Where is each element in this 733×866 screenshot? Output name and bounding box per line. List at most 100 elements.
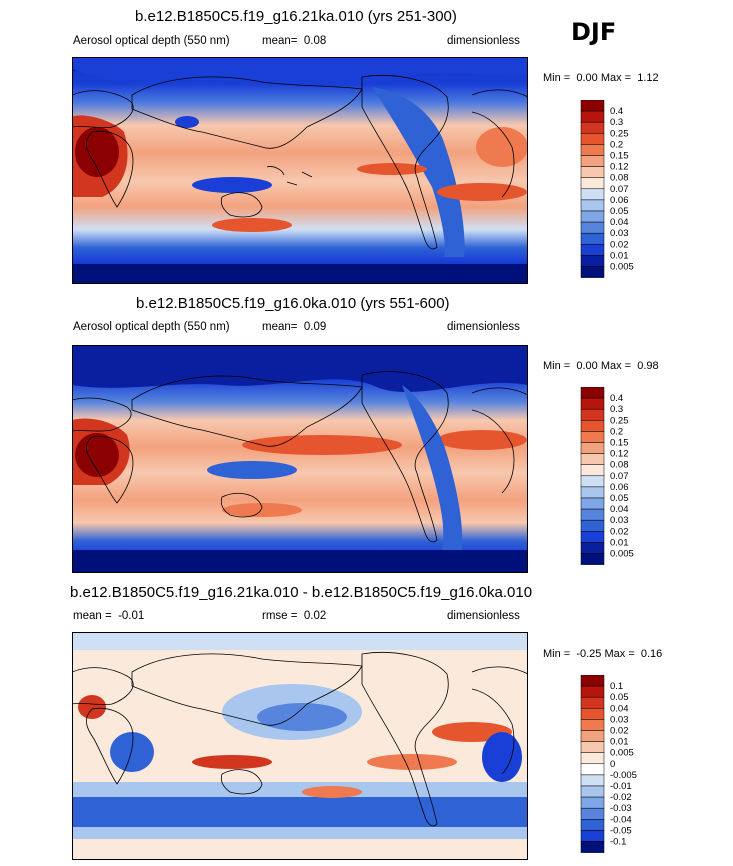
panel-2-mean-value: 0.09 <box>303 321 327 333</box>
panel-1-minmax: Min = 0.00 Max = 1.12 <box>543 72 659 84</box>
colorbar-2-label-1: 0.3 <box>610 404 623 415</box>
colorbar-1-box-3 <box>580 133 605 145</box>
colorbar-2-label-3: 0.2 <box>610 426 623 437</box>
panel-3-south-band-3 <box>72 827 528 839</box>
colorbar-2-box-6 <box>580 453 605 465</box>
panel-3-min-value: -0.25 <box>576 648 602 660</box>
panel-2-mean: mean= 0.09 <box>262 321 326 333</box>
colorbar-3-label-1: 0.05 <box>610 692 629 703</box>
colorbar-2-label-14: 0.005 <box>610 549 634 560</box>
panel-3-units: dimensionless <box>447 610 520 622</box>
panel-1-antarctic-band <box>72 264 528 284</box>
colorbar-3-box-10 <box>580 785 605 798</box>
panel-1-sahara-peak <box>75 127 119 177</box>
colorbar-2-box-13 <box>580 531 605 543</box>
panel-3-indian-high <box>192 755 272 769</box>
colorbar-1-label-12: 0.02 <box>610 239 629 250</box>
panel-1-variable: Aerosol optical depth (550 nm) <box>73 35 230 47</box>
colorbar-3-label-5: 0.01 <box>610 737 629 748</box>
panel-3-south-band-2 <box>72 797 528 827</box>
panel-2-americas-low <box>402 385 463 550</box>
panel-3-pacific-high <box>367 754 457 770</box>
panel-1-min-label: Min = <box>543 72 571 84</box>
colorbar-1-box-5 <box>580 155 605 167</box>
panel-1-tibet-low <box>175 116 199 128</box>
colorbar-3-box-9 <box>580 774 605 787</box>
colorbar-2-box-5 <box>580 442 605 454</box>
panel-2-min-value: 0.00 <box>576 360 598 372</box>
panel-2-min-label: Min = <box>543 360 571 372</box>
panel-2-pacific-high <box>242 435 402 455</box>
panel-1-indian-low <box>192 177 272 193</box>
colorbar-3-box-5 <box>580 730 605 742</box>
colorbar-2-box-12 <box>580 519 605 532</box>
colorbar-3-box-14 <box>580 830 605 842</box>
panel-1-south-indian-high <box>212 218 292 232</box>
panel-3-pacific-low-core <box>257 703 347 731</box>
colorbar-2-box-8 <box>580 475 605 488</box>
colorbar-3-label-2: 0.04 <box>610 703 629 714</box>
panel-2-max-value: 0.98 <box>637 360 659 372</box>
panel-1-mean-value: 0.08 <box>303 35 327 47</box>
panel-2-atlantic-high <box>437 430 527 450</box>
colorbar-1-label-14: 0.005 <box>610 262 634 273</box>
colorbar-3-label-9: -0.01 <box>610 781 632 792</box>
panel-3-title: b.e12.B1850C5.f19_g16.21ka.010 - b.e12.B… <box>70 584 533 601</box>
colorbar-2-label-2: 0.25 <box>610 415 629 426</box>
colorbar-3-label-0: 0.1 <box>610 681 623 692</box>
colorbar-1-box-8 <box>580 188 605 201</box>
panel-3-mean-value: -0.01 <box>118 610 145 622</box>
colorbar-3-box-1 <box>580 685 605 698</box>
panel-1-northern-low <box>72 57 528 87</box>
colorbar-3-label-13: -0.05 <box>610 825 632 836</box>
colorbar-2-label-7: 0.07 <box>610 471 629 482</box>
panel-1-min-value: 0.00 <box>576 72 598 84</box>
colorbar-1-box-2 <box>580 121 605 134</box>
panel-2-units: dimensionless <box>447 321 520 333</box>
colorbar-1-box-9 <box>580 199 605 212</box>
colorbar-3-box-2 <box>580 696 605 709</box>
colorbar-1-box-11 <box>580 221 605 234</box>
colorbar-1-box-15 <box>580 266 605 278</box>
colorbar-2-box-10 <box>580 497 605 510</box>
panel-2-variable: Aerosol optical depth (550 nm) <box>73 321 230 333</box>
colorbar-3-label-14: -0.1 <box>610 837 626 848</box>
panel-3-min-label: Min = <box>543 648 571 660</box>
panel-1-mean: mean= 0.08 <box>262 35 326 47</box>
colorbar-2-label-6: 0.08 <box>610 460 629 471</box>
colorbar-1-label-7: 0.07 <box>610 184 629 195</box>
colorbar-1-box-4 <box>580 144 605 156</box>
colorbar-1-label-3: 0.2 <box>610 139 623 150</box>
panel-1-frame <box>72 57 528 284</box>
panel-2-sahara-peak <box>75 433 119 477</box>
colorbar-1-label-10: 0.04 <box>610 217 629 228</box>
colorbar-3-box-15 <box>580 841 605 853</box>
colorbar-3-box-8 <box>580 763 605 776</box>
panel-2-minmax: Min = 0.00 Max = 0.98 <box>543 360 659 372</box>
colorbar-2-box-14 <box>580 542 605 554</box>
panel-2-frame <box>72 345 528 573</box>
colorbar-3-box-3 <box>580 708 605 720</box>
colorbar-1-box-14 <box>580 255 605 267</box>
colorbar-2-box-15 <box>580 553 605 565</box>
colorbar-3-box-12 <box>580 807 605 820</box>
colorbar-2-box-0 <box>580 387 605 399</box>
colorbar-3-box-11 <box>580 796 605 809</box>
panel-3-rmse-value: 0.02 <box>303 610 327 622</box>
colorbar-3-label-11: -0.03 <box>610 803 632 814</box>
colorbar-1-label-1: 0.3 <box>610 117 623 128</box>
panel-3-east-africa-low <box>482 732 522 782</box>
colorbar-3-label-12: -0.04 <box>610 814 632 825</box>
colorbar-2-label-13: 0.01 <box>610 537 629 548</box>
colorbar-1-label-5: 0.12 <box>610 162 629 173</box>
panel-2-northern-low <box>72 345 528 393</box>
panel-3-antarctic-band <box>72 839 528 860</box>
colorbar-3-label-7: 0 <box>610 759 615 770</box>
colorbar-3-box-0 <box>580 675 605 687</box>
panel-2-south-indian-high <box>222 503 302 517</box>
colorbar-3-box-13 <box>580 819 605 831</box>
colorbar-2-label-12: 0.02 <box>610 526 629 537</box>
panel-2-mean-label: mean= <box>262 321 298 333</box>
panel-3-max-label: Max = <box>604 648 635 660</box>
colorbar-2-box-3 <box>580 420 605 432</box>
